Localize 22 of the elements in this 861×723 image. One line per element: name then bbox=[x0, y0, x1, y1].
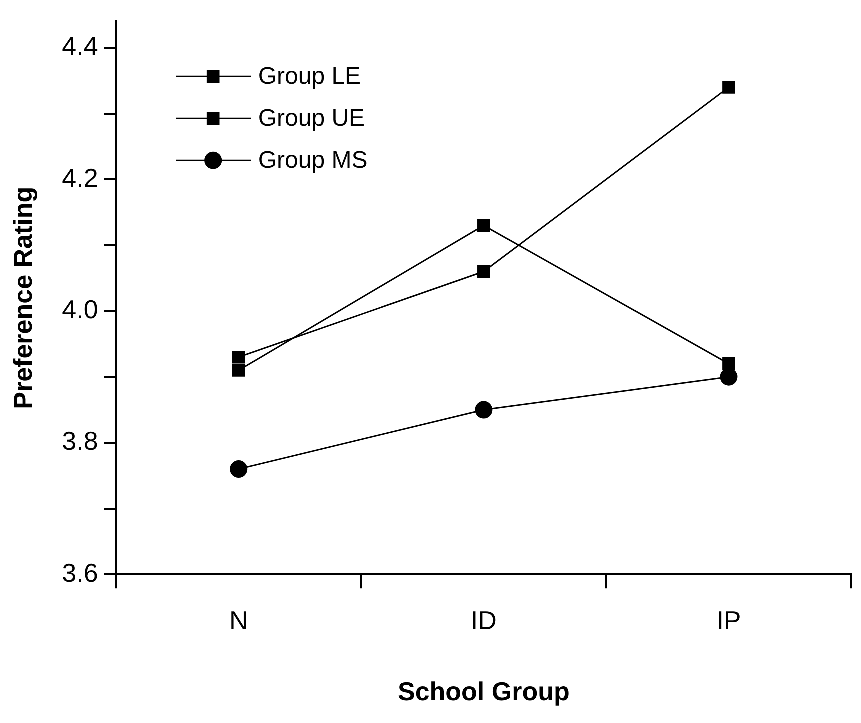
x-tick-label: ID bbox=[470, 605, 497, 636]
y-tick-label: 4.0 bbox=[62, 294, 98, 324]
point bbox=[232, 364, 246, 377]
x-tick-label: IP bbox=[716, 605, 742, 636]
y-tick-label: 4.2 bbox=[62, 162, 98, 193]
y-tick-label: 4.4 bbox=[62, 31, 98, 62]
point bbox=[722, 358, 736, 370]
point bbox=[230, 460, 248, 478]
x-tick-label: N bbox=[229, 605, 248, 636]
legend-label: Group LE bbox=[258, 63, 362, 90]
y-axis-title: Preference Rating bbox=[8, 186, 38, 410]
x-axis-title: School Group bbox=[398, 676, 570, 707]
point bbox=[478, 265, 490, 278]
point bbox=[722, 81, 736, 94]
point bbox=[475, 401, 493, 419]
y-tick-label: 3.8 bbox=[62, 426, 98, 456]
point bbox=[232, 350, 246, 364]
point bbox=[720, 368, 738, 386]
point bbox=[478, 219, 490, 232]
legend-label: Group UE bbox=[258, 105, 366, 132]
y-tick-label: 3.6 bbox=[62, 558, 98, 588]
legend-label: Group MS bbox=[258, 147, 368, 174]
